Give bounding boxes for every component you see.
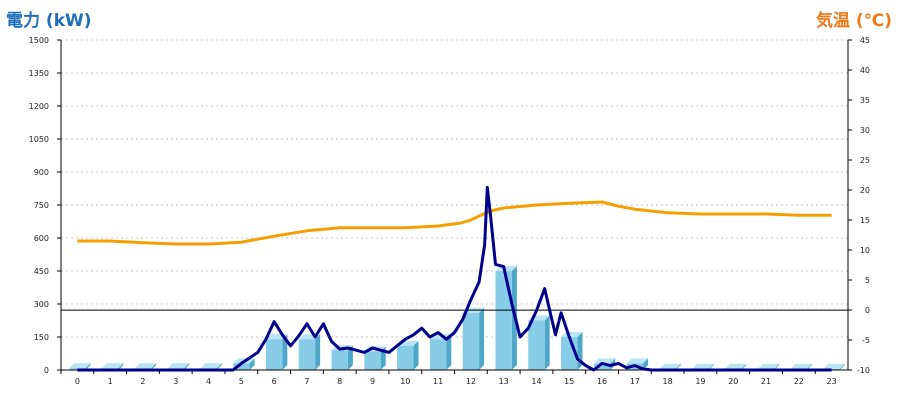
bar-top — [593, 358, 616, 364]
x-tick-label: 7 — [304, 377, 309, 386]
y-right-tick-label: 30 — [860, 126, 870, 135]
bar-side — [446, 334, 452, 370]
y-left-tick-label: 450 — [34, 267, 49, 276]
bar-top — [790, 363, 813, 369]
x-tick-label: 16 — [597, 377, 607, 386]
bar-side — [249, 358, 255, 370]
bar-top — [725, 363, 747, 369]
bar-top — [757, 363, 780, 369]
y-right-tick-label: -5 — [862, 336, 870, 345]
x-tick-label: 15 — [564, 377, 574, 386]
x-tick-label: 23 — [827, 377, 837, 386]
y-right-tick-label: 45 — [860, 36, 870, 45]
bar-side — [216, 363, 222, 370]
bar-side — [151, 363, 157, 370]
bar-side — [479, 307, 485, 370]
x-tick-label: 9 — [370, 377, 375, 386]
x-tick-label: 6 — [272, 377, 277, 386]
x-tick-label: 17 — [630, 377, 640, 386]
y-right-tick-label: 10 — [860, 246, 870, 255]
x-tick-label: 19 — [695, 377, 705, 386]
x-tick-label: 1 — [108, 377, 113, 386]
bar — [298, 339, 316, 370]
bar-side — [183, 363, 189, 370]
bar-side — [544, 315, 550, 370]
bar-side — [774, 363, 780, 370]
bar-top — [134, 363, 157, 369]
bar-side — [839, 363, 845, 370]
bar — [495, 271, 512, 370]
x-tick-label: 3 — [173, 377, 178, 386]
bar-side — [347, 345, 353, 370]
bar — [528, 320, 545, 370]
bar-top — [823, 363, 845, 369]
x-tick-label: 11 — [433, 377, 443, 386]
x-tick-label: 2 — [140, 377, 145, 386]
bar-side — [675, 363, 681, 370]
y-right-tick-label: -10 — [857, 366, 870, 375]
bar — [397, 345, 414, 370]
x-tick-label: 20 — [728, 377, 738, 386]
x-tick-label: 8 — [337, 377, 342, 386]
bar-side — [413, 340, 419, 370]
x-tick-label: 22 — [794, 377, 804, 386]
bar-side — [643, 358, 649, 370]
bar-side — [282, 334, 288, 370]
bar-side — [708, 363, 714, 370]
bar-top — [69, 363, 91, 369]
y-left-tick-label: 1500 — [29, 36, 49, 45]
bar-side — [807, 363, 813, 370]
y-left-tick-label: 150 — [34, 333, 49, 342]
bar — [429, 339, 447, 370]
x-tick-label: 13 — [499, 377, 509, 386]
y-right-tick-label: 20 — [860, 186, 870, 195]
bar — [69, 368, 86, 370]
bar-side — [118, 363, 124, 370]
bar — [462, 312, 480, 370]
bar — [364, 351, 381, 370]
y-left-tick-label: 600 — [34, 234, 49, 243]
right-axis-title: 気温 (℃) — [815, 11, 892, 31]
y-left-tick-label: 900 — [34, 168, 49, 177]
y-right-tick-label: 15 — [860, 216, 870, 225]
x-tick-label: 5 — [239, 377, 244, 386]
left-axis-title: 電力 (kW) — [6, 11, 92, 31]
y-left-tick-label: 300 — [34, 300, 49, 309]
bar-side — [85, 363, 91, 370]
x-tick-label: 12 — [466, 377, 476, 386]
y-right-tick-label: 5 — [865, 276, 870, 285]
x-tick-label: 0 — [75, 377, 80, 386]
y-right-tick-label: 40 — [860, 66, 870, 75]
y-left-tick-label: 1200 — [29, 102, 49, 111]
bar-top — [626, 358, 649, 364]
x-tick-label: 14 — [531, 377, 541, 386]
x-tick-label: 18 — [663, 377, 673, 386]
temperature-line — [77, 200, 832, 246]
bar-top — [200, 363, 222, 369]
bar-top — [167, 363, 189, 369]
y-right-tick-label: 25 — [860, 156, 870, 165]
y-left-tick-label: 750 — [34, 201, 49, 210]
bar-side — [315, 334, 321, 370]
power-line — [77, 185, 832, 372]
bar — [593, 363, 611, 370]
y-left-tick-label: 0 — [44, 366, 49, 375]
bar-side — [741, 363, 747, 370]
y-left-tick-label: 1350 — [29, 69, 49, 78]
x-tick-label: 21 — [761, 377, 771, 386]
x-tick-label: 10 — [400, 377, 410, 386]
bar-top — [659, 363, 681, 369]
bar — [233, 363, 250, 370]
bar-top — [692, 363, 714, 369]
y-right-tick-label: 35 — [860, 96, 870, 105]
y-left-tick-label: 1050 — [29, 135, 49, 144]
bar — [331, 350, 348, 370]
bar-top — [101, 363, 124, 369]
x-tick-label: 4 — [206, 377, 211, 386]
y-right-tick-label: 0 — [865, 306, 870, 315]
bar — [265, 339, 283, 370]
